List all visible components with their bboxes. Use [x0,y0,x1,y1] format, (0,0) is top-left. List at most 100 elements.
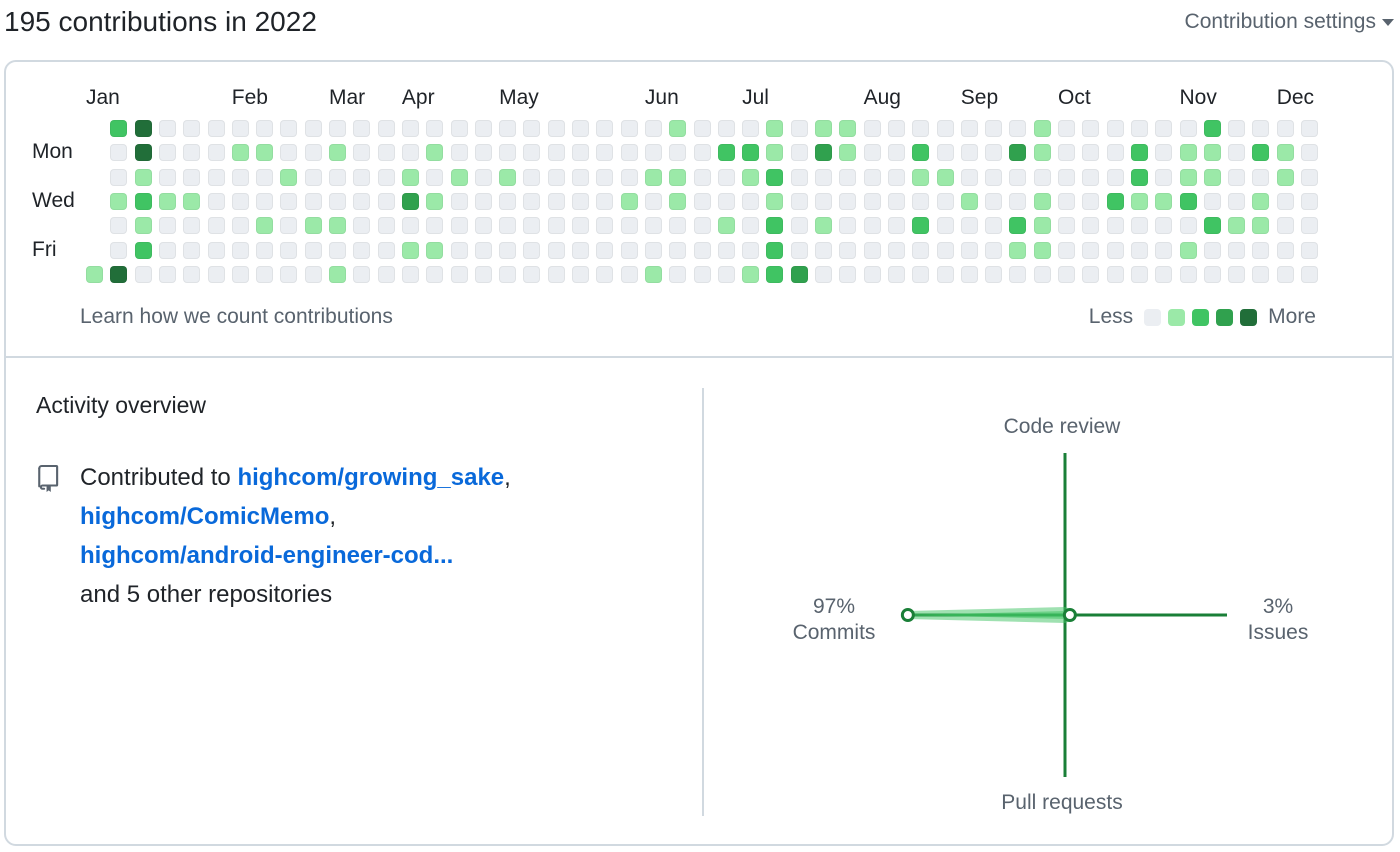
contribution-day-cell[interactable] [207,265,225,283]
contribution-day-cell[interactable] [426,265,444,283]
contribution-day-cell[interactable] [377,144,395,162]
contribution-day-cell[interactable] [1276,265,1294,283]
contribution-day-cell[interactable] [669,192,687,210]
contribution-day-cell[interactable] [1058,265,1075,283]
contribution-day-cell[interactable] [1252,192,1270,210]
contribution-day-cell[interactable] [1106,241,1124,259]
contribution-day-cell[interactable] [960,217,978,235]
contribution-day-cell[interactable] [912,217,930,235]
contribution-day-cell[interactable] [499,144,517,162]
contribution-day-cell[interactable] [280,144,298,162]
contribution-day-cell[interactable] [231,168,249,186]
contribution-day-cell[interactable] [863,217,881,235]
contribution-day-cell[interactable] [426,168,444,186]
contribution-day-cell[interactable] [1130,217,1148,235]
contribution-day-cell[interactable] [183,265,201,283]
contribution-day-cell[interactable] [1130,168,1148,186]
learn-contributions-link[interactable]: Learn how we count contributions [80,305,393,328]
contribution-day-cell[interactable] [620,168,638,186]
contribution-day-cell[interactable] [231,144,249,162]
contribution-day-cell[interactable] [669,241,687,259]
contribution-day-cell[interactable] [1276,120,1294,137]
contribution-day-cell[interactable] [426,241,444,259]
contribution-day-cell[interactable] [620,192,638,210]
contribution-day-cell[interactable] [304,217,322,235]
contribution-day-cell[interactable] [960,265,978,283]
contribution-day-cell[interactable] [377,217,395,235]
contribution-day-cell[interactable] [329,265,346,283]
contribution-day-cell[interactable] [1106,265,1124,283]
contribution-day-cell[interactable] [547,120,565,137]
contribution-day-cell[interactable] [887,144,905,162]
contribution-day-cell[interactable] [1252,241,1270,259]
contribution-day-cell[interactable] [1033,217,1051,235]
contribution-day-cell[interactable] [280,168,298,186]
contribution-day-cell[interactable] [134,241,152,259]
contribution-day-cell[interactable] [693,241,711,259]
contribution-day-cell[interactable] [1106,192,1124,210]
contribution-day-cell[interactable] [377,120,395,137]
contribution-day-cell[interactable] [329,144,346,162]
contribution-day-cell[interactable] [815,192,832,210]
contribution-day-cell[interactable] [401,217,419,235]
contribution-day-cell[interactable] [572,265,589,283]
contribution-day-cell[interactable] [183,217,201,235]
contribution-day-cell[interactable] [766,192,784,210]
contribution-day-cell[interactable] [474,265,492,283]
contribution-day-cell[interactable] [912,241,930,259]
contribution-day-cell[interactable] [644,192,662,210]
contribution-day-cell[interactable] [790,120,808,137]
contribution-day-cell[interactable] [401,144,419,162]
contribution-day-cell[interactable] [1252,120,1270,137]
contribution-day-cell[interactable] [839,265,857,283]
contribution-day-cell[interactable] [304,265,322,283]
contribution-day-cell[interactable] [742,144,760,162]
contribution-day-cell[interactable] [1228,241,1246,259]
contribution-day-cell[interactable] [596,120,614,137]
contribution-day-cell[interactable] [839,144,857,162]
contribution-day-cell[interactable] [620,265,638,283]
contribution-day-cell[interactable] [1009,217,1027,235]
contribution-day-cell[interactable] [499,192,517,210]
contribution-day-cell[interactable] [766,217,784,235]
contribution-day-cell[interactable] [1301,120,1318,137]
contribution-day-cell[interactable] [231,241,249,259]
contribution-day-cell[interactable] [1301,241,1318,259]
contribution-day-cell[interactable] [207,241,225,259]
contribution-day-cell[interactable] [1033,120,1051,137]
contribution-day-cell[interactable] [1082,192,1100,210]
contribution-day-cell[interactable] [183,120,201,137]
contribution-day-cell[interactable] [1009,168,1027,186]
contribution-day-cell[interactable] [717,241,735,259]
contribution-day-cell[interactable] [1276,217,1294,235]
contribution-day-cell[interactable] [401,120,419,137]
contribution-day-cell[interactable] [1252,217,1270,235]
contribution-day-cell[interactable] [1179,217,1197,235]
contribution-day-cell[interactable] [183,241,201,259]
contribution-day-cell[interactable] [717,144,735,162]
contribution-day-cell[interactable] [547,192,565,210]
contribution-day-cell[interactable] [815,144,832,162]
contribution-day-cell[interactable] [669,168,687,186]
contribution-day-cell[interactable] [474,168,492,186]
contribution-day-cell[interactable] [1033,265,1051,283]
contribution-day-cell[interactable] [1228,265,1246,283]
contribution-day-cell[interactable] [280,217,298,235]
contribution-day-cell[interactable] [304,168,322,186]
contribution-day-cell[interactable] [863,168,881,186]
contribution-day-cell[interactable] [280,241,298,259]
contribution-day-cell[interactable] [960,120,978,137]
contribution-day-cell[interactable] [596,192,614,210]
contribution-day-cell[interactable] [134,168,152,186]
contribution-day-cell[interactable] [110,192,128,210]
contribution-day-cell[interactable] [863,144,881,162]
contribution-day-cell[interactable] [377,265,395,283]
contribution-day-cell[interactable] [985,168,1003,186]
contribution-day-cell[interactable] [815,168,832,186]
contribution-day-cell[interactable] [377,168,395,186]
contribution-day-cell[interactable] [985,217,1003,235]
contribution-day-cell[interactable] [572,144,589,162]
contribution-day-cell[interactable] [231,120,249,137]
contribution-day-cell[interactable] [1009,192,1027,210]
contribution-day-cell[interactable] [1058,120,1075,137]
